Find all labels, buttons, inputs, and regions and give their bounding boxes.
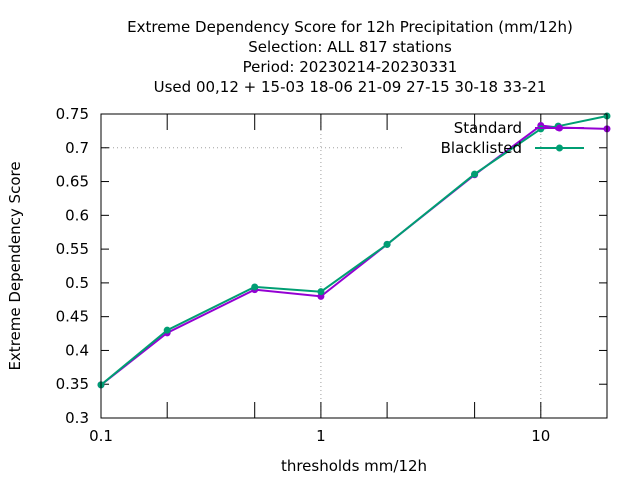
y-tick-label: 0.75 xyxy=(56,105,89,123)
legend: Standard Blacklisted xyxy=(441,119,584,157)
x-tick-label: 1 xyxy=(316,427,326,445)
data-point xyxy=(251,283,259,291)
y-tick-label: 0.55 xyxy=(56,240,89,258)
title-line: Period: 20230214-20230331 xyxy=(243,58,458,76)
data-point xyxy=(317,288,325,296)
legend-label: Standard xyxy=(454,119,522,137)
ticks: 0.3 0.35 0.4 0.45 0.5 0.55 0.6 0.65 0.7 0.75 0.1 1 1… xyxy=(56,105,608,445)
series-layer xyxy=(97,112,611,389)
legend-marker xyxy=(556,144,563,152)
y-tick-label: 0.35 xyxy=(56,375,89,393)
x-tick-label: 10 xyxy=(531,427,550,445)
y-tick-label: 0.65 xyxy=(56,173,89,191)
chart-title: Extreme Dependency Score for 12h Precipi… xyxy=(127,18,573,96)
title-line: Extreme Dependency Score for 12h Precipi… xyxy=(127,18,573,36)
legend-marker xyxy=(556,124,563,132)
y-tick-label: 0.6 xyxy=(65,206,89,224)
series-line xyxy=(100,124,608,386)
series-blacklisted xyxy=(97,112,611,389)
data-point xyxy=(163,326,171,334)
series-standard xyxy=(97,121,611,389)
y-tick-label: 0.4 xyxy=(65,341,89,359)
title-line: Used 00,12 + 15-03 18-06 21-09 27-15 30-… xyxy=(154,78,547,96)
data-point xyxy=(383,240,391,248)
y-tick-label: 0.45 xyxy=(56,308,89,326)
x-axis-label: thresholds mm/12h xyxy=(281,457,427,475)
series-line xyxy=(100,115,608,386)
y-tick-label: 0.3 xyxy=(65,409,89,427)
plot-frame xyxy=(100,113,608,419)
legend-label: Blacklisted xyxy=(441,139,522,157)
y-axis-label: Extreme Dependency Score xyxy=(6,161,24,370)
x-tick-label: 0.1 xyxy=(89,427,113,445)
grid xyxy=(101,114,542,418)
data-point xyxy=(471,170,479,178)
title-line: Selection: ALL 817 stations xyxy=(248,38,452,56)
y-tick-label: 0.7 xyxy=(65,139,89,157)
y-tick-label: 0.5 xyxy=(65,274,89,292)
